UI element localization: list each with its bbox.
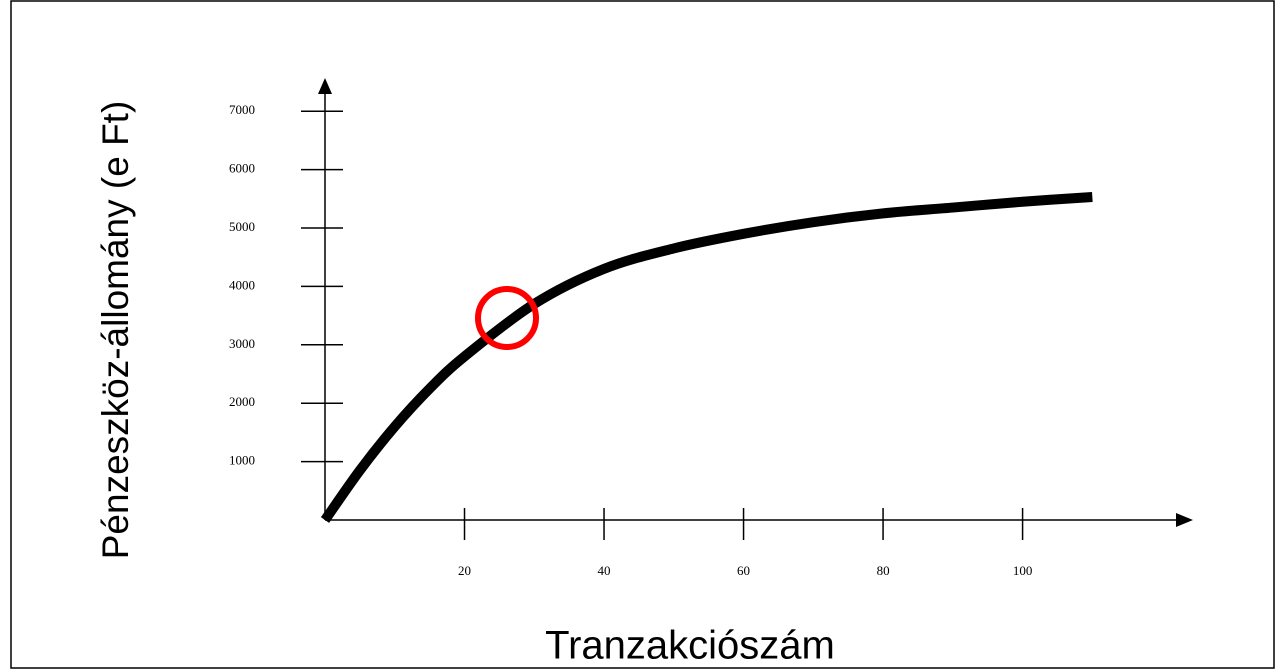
y-tick-label: 4000 xyxy=(229,277,255,292)
y-tick-label: 6000 xyxy=(229,161,255,176)
y-axis-label: Pénzeszköz-állomány (e Ft) xyxy=(95,101,136,560)
x-axis-label: Tranzakciószám xyxy=(545,624,835,668)
y-tick-label: 5000 xyxy=(229,219,255,234)
frame xyxy=(10,0,1275,669)
highlight-circle xyxy=(475,286,539,350)
y-tick-label: 1000 xyxy=(229,453,255,468)
plot: 1000 2000 3000 4000 5000 6000 7000 20 40 60 80 100 xyxy=(229,78,1193,578)
y-axis-arrow xyxy=(318,78,332,94)
x-tick-label: 40 xyxy=(598,563,611,578)
x-tick-label: 80 xyxy=(877,563,890,578)
y-tick-label: 2000 xyxy=(229,394,255,409)
x-tick-label: 60 xyxy=(737,563,750,578)
y-tick-label: 7000 xyxy=(229,102,255,117)
line xyxy=(320,192,1093,523)
x-tick-label: 100 xyxy=(1013,563,1033,578)
x-tick-label: 20 xyxy=(458,563,471,578)
y-tick-label: 3000 xyxy=(229,336,255,351)
x-axis-arrow xyxy=(1176,513,1193,527)
